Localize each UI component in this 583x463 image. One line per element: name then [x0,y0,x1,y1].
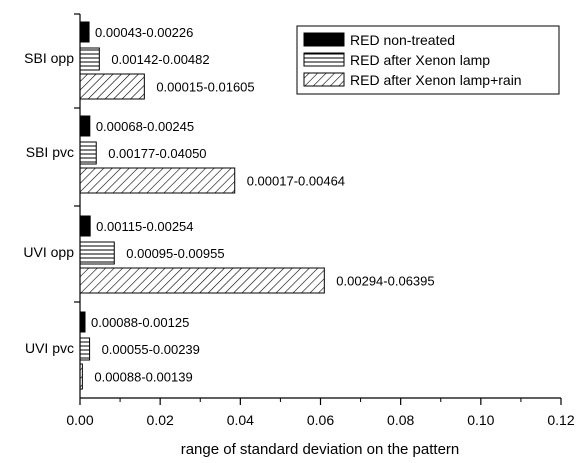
x-tick-label-3: 0.06 [307,412,334,428]
bar-sbi-pvc-xenon [79,141,97,165]
x-tick-label-0: 0.00 [66,412,93,428]
data-label-uvi-pvc-non-treated: 0.00088-0.00125 [91,315,189,330]
data-label-sbi-opp-xenon: 0.00142-0.00482 [111,52,209,67]
data-label-uvi-opp-non-treated: 0.00115-0.00254 [96,219,193,234]
bar-sbi-opp-non-treated [79,21,90,43]
legend-label-non-treated: RED non-treated [350,32,455,48]
bar-uvi-opp-xenon [79,241,115,265]
data-label-uvi-opp-xenon: 0.00095-0.00955 [126,246,224,261]
x-tick-label-1: 0.02 [147,412,174,428]
category-label-uvi-opp: UVI opp [23,244,74,260]
data-label-sbi-pvc-non-treated: 0.00068-0.00245 [96,119,194,134]
legend-swatch-xenon [303,52,345,67]
data-label-sbi-pvc-xenon: 0.00177-0.04050 [108,146,206,161]
legend-swatch-xenon-rain [303,72,345,87]
legend-swatch-non-treated [303,32,345,47]
bar-sbi-opp-xenon-rain [79,73,145,100]
data-label-sbi-opp-non-treated: 0.00043-0.00226 [95,25,193,40]
category-label-uvi-pvc: UVI pvc [25,340,74,356]
x-tick-label-5: 0.10 [467,412,494,428]
legend-label-xenon: RED after Xenon lamp [350,52,490,68]
legend: RED non-treated RED after Xenon lamp RED a… [296,25,560,95]
bar-uvi-opp-non-treated [79,215,91,237]
category-label-sbi-pvc: SBI pvc [26,144,74,160]
x-tick-label-6: 0.12 [547,412,574,428]
x-tick-label-2: 0.04 [227,412,254,428]
bar-sbi-pvc-non-treated [79,115,91,137]
bar-uvi-pvc-xenon [79,337,91,361]
x-tick-label-4: 0.08 [387,412,414,428]
data-label-sbi-pvc-xenon-rain: 0.00017-0.00464 [247,174,345,189]
x-axis-title: range of standard deviation on the patte… [181,441,460,458]
legend-label-xenon-rain: RED after Xenon lamp+rain [350,72,522,88]
bar-sbi-opp-xenon [79,47,100,71]
data-label-uvi-pvc-xenon: 0.00055-0.00239 [102,342,200,357]
category-label-sbi-opp: SBI opp [24,50,74,66]
bar-uvi-pvc-non-treated [79,311,86,333]
bar-sbi-pvc-xenon-rain [79,167,236,194]
data-label-uvi-opp-xenon-rain: 0.00294-0.06395 [336,274,434,289]
data-label-sbi-opp-xenon-rain: 0.00015-0.01605 [156,80,254,95]
bar-uvi-opp-xenon-rain [79,267,325,294]
data-label-uvi-pvc-xenon-rain: 0.00088-0.00139 [94,370,192,385]
